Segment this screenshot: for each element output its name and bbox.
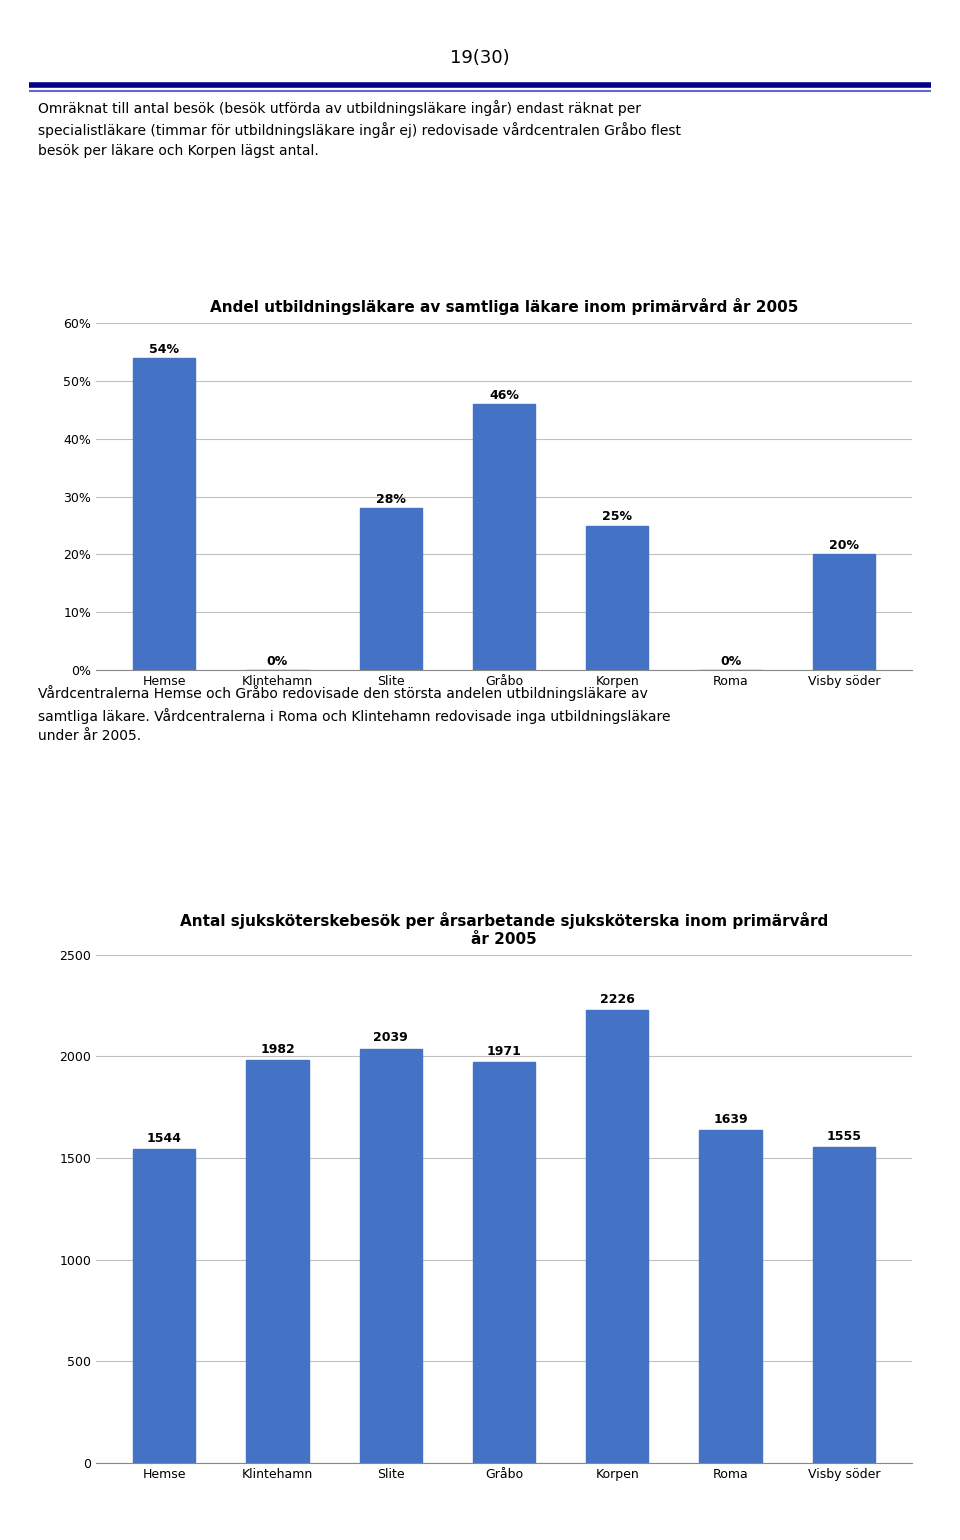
Text: 1544: 1544 xyxy=(147,1132,181,1146)
Bar xyxy=(473,1063,535,1463)
Text: 1639: 1639 xyxy=(713,1113,748,1126)
Bar xyxy=(360,508,421,670)
Bar xyxy=(587,1010,648,1463)
Text: 28%: 28% xyxy=(375,493,406,505)
Text: 2039: 2039 xyxy=(373,1032,408,1044)
Text: 1982: 1982 xyxy=(260,1043,295,1056)
Title: Andel utbildningsläkare av samtliga läkare inom primärvård år 2005: Andel utbildningsläkare av samtliga läka… xyxy=(210,299,798,316)
Bar xyxy=(133,359,196,670)
Text: 20%: 20% xyxy=(828,539,859,553)
Bar xyxy=(133,1149,196,1463)
Bar xyxy=(700,1130,761,1463)
Bar xyxy=(247,1060,308,1463)
Bar xyxy=(812,554,875,670)
Bar xyxy=(812,1147,875,1463)
Text: 54%: 54% xyxy=(149,343,180,356)
Text: Omräknat till antal besök (besök utförda av utbildningsläkare ingår) endast räkn: Omräknat till antal besök (besök utförda… xyxy=(38,100,682,159)
Bar xyxy=(360,1049,421,1463)
Title: Antal sjuksköterskebesök per årsarbetande sjuksköterska inom primärvård
år 2005: Antal sjuksköterskebesök per årsarbetand… xyxy=(180,912,828,947)
Text: 0%: 0% xyxy=(720,654,741,668)
Text: 0%: 0% xyxy=(267,654,288,668)
Bar xyxy=(473,403,535,670)
Text: Vårdcentralerna Hemse och Gråbo redovisade den största andelen utbildningsläkare: Vårdcentralerna Hemse och Gråbo redovisa… xyxy=(38,685,671,744)
Bar xyxy=(587,525,648,670)
Text: 1971: 1971 xyxy=(487,1046,521,1058)
Text: 1555: 1555 xyxy=(827,1130,861,1143)
Text: 2226: 2226 xyxy=(600,993,635,1007)
Text: 46%: 46% xyxy=(489,390,519,402)
Text: 19(30): 19(30) xyxy=(450,49,510,68)
Text: 25%: 25% xyxy=(602,510,633,524)
